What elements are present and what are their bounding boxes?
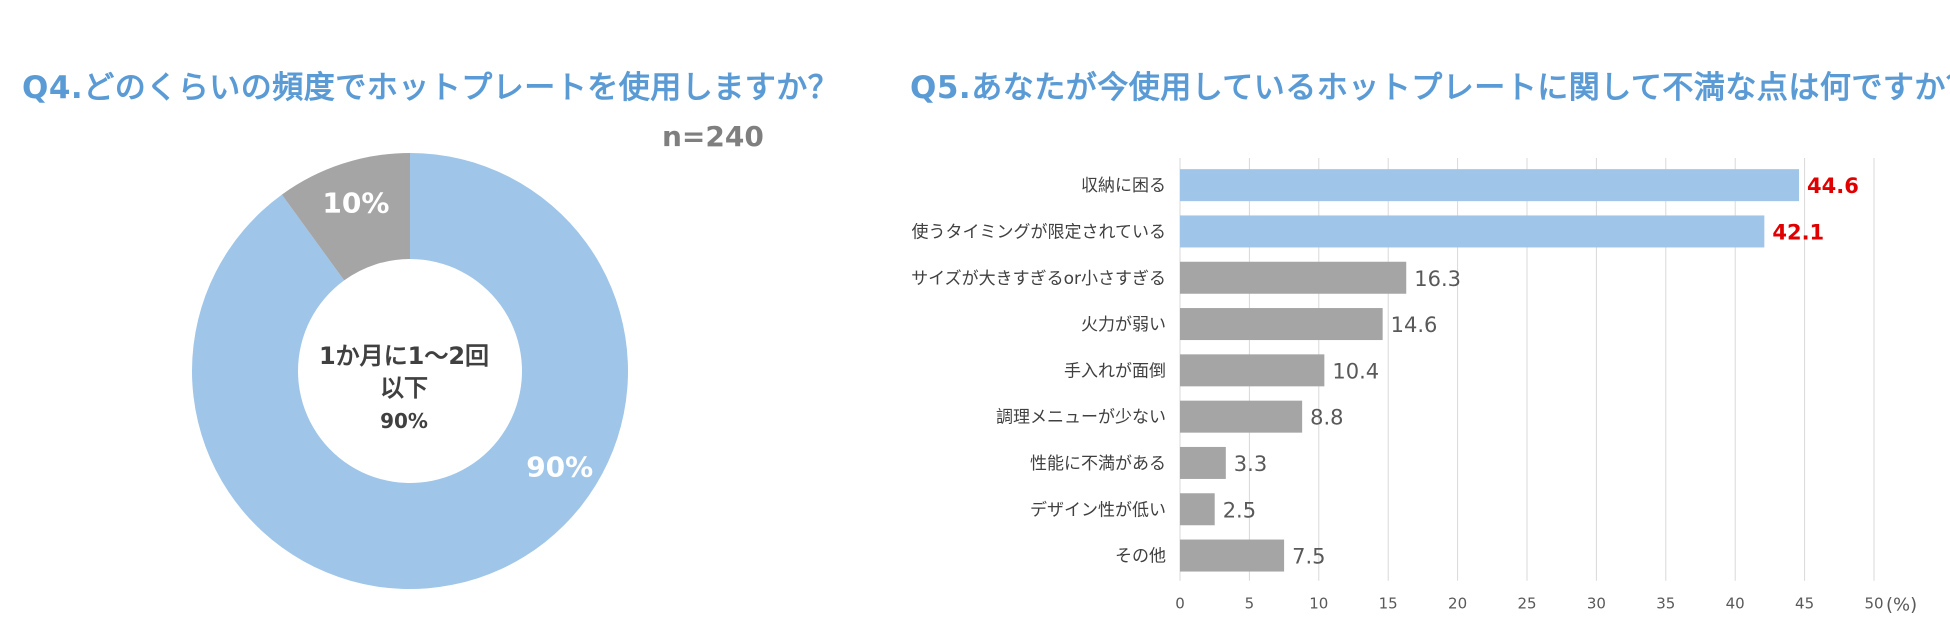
- category-label-8: その他: [1115, 547, 1166, 567]
- category-label-7: デザイン性が低い: [1030, 499, 1166, 520]
- category-label-6: 性能に不満がある: [1030, 454, 1166, 474]
- bar-6: [1180, 446, 1226, 479]
- donut-center-label: 1か月に1～2回 以下 90%: [290, 340, 518, 436]
- bar-2: [1180, 261, 1407, 294]
- value-label-0: 44.6: [1807, 174, 1859, 198]
- value-label-8: 7.5: [1292, 545, 1325, 569]
- x-tick-label-1: 5: [1245, 595, 1255, 613]
- value-label-2: 16.3: [1414, 267, 1461, 291]
- donut-chart: 90% 10%: [191, 153, 628, 589]
- x-tick-label-10: 50: [1864, 595, 1883, 613]
- bar-7: [1180, 493, 1215, 526]
- category-label-0: 収納に困る: [1081, 176, 1166, 196]
- value-label-4: 10.4: [1332, 359, 1379, 383]
- q4-chart-title: Q4.どのくらいの頻度でホットプレートを使用しますか？: [22, 70, 840, 106]
- q5-chart-title: Q5.あなたが今使用しているホットプレートに関して不満な点は何ですか？: [910, 70, 1950, 106]
- donut-slice-1: [281, 153, 410, 281]
- value-label-6: 3.3: [1234, 452, 1267, 476]
- x-tick-label-9: 45: [1795, 595, 1814, 613]
- category-label-1: 使うタイミングが限定されている: [912, 221, 1167, 242]
- x-tick-label-2: 10: [1309, 595, 1328, 613]
- bar-1: [1180, 215, 1765, 248]
- x-tick-label-6: 30: [1587, 595, 1606, 613]
- donut-center-line1: 1か月に1～2回: [318, 342, 490, 370]
- x-tick-label-5: 25: [1517, 595, 1536, 613]
- bar-5: [1180, 400, 1303, 433]
- donut-slice-0: [191, 153, 628, 589]
- x-tick-label-4: 20: [1448, 595, 1467, 613]
- value-label-7: 2.5: [1223, 498, 1256, 522]
- category-label-3: 火力が弱い: [1081, 315, 1166, 335]
- value-label-3: 14.6: [1391, 313, 1438, 337]
- x-tick-label-3: 15: [1379, 595, 1398, 613]
- category-label-5: 調理メニューが少ない: [996, 408, 1166, 428]
- x-axis-unit-label: (%): [1886, 595, 1917, 616]
- bar-8: [1180, 539, 1285, 572]
- donut-center-line2: 以下: [380, 374, 428, 402]
- sample-size-label: n=240: [662, 120, 764, 153]
- bar-3: [1180, 308, 1383, 341]
- bar-0: [1180, 169, 1800, 202]
- bar-4: [1180, 354, 1325, 387]
- donut-slice-label-1: 10%: [322, 187, 389, 220]
- donut-center-value: 90%: [380, 409, 428, 433]
- value-label-1: 42.1: [1772, 220, 1824, 244]
- donut-slice-label-0: 90%: [526, 451, 593, 484]
- category-label-2: サイズが大きすぎるor小さすぎる: [911, 269, 1166, 289]
- bar-chart: 0 5 10 15 20 25 30 35 40 45 50 (%) 収納に困る 44.6 使うタイミングが…: [911, 158, 1917, 616]
- x-tick-label-8: 40: [1726, 595, 1745, 613]
- x-tick-label-7: 35: [1656, 595, 1675, 613]
- value-label-5: 8.8: [1310, 406, 1343, 430]
- x-tick-label-0: 0: [1175, 595, 1185, 613]
- category-label-4: 手入れが面倒: [1064, 361, 1166, 381]
